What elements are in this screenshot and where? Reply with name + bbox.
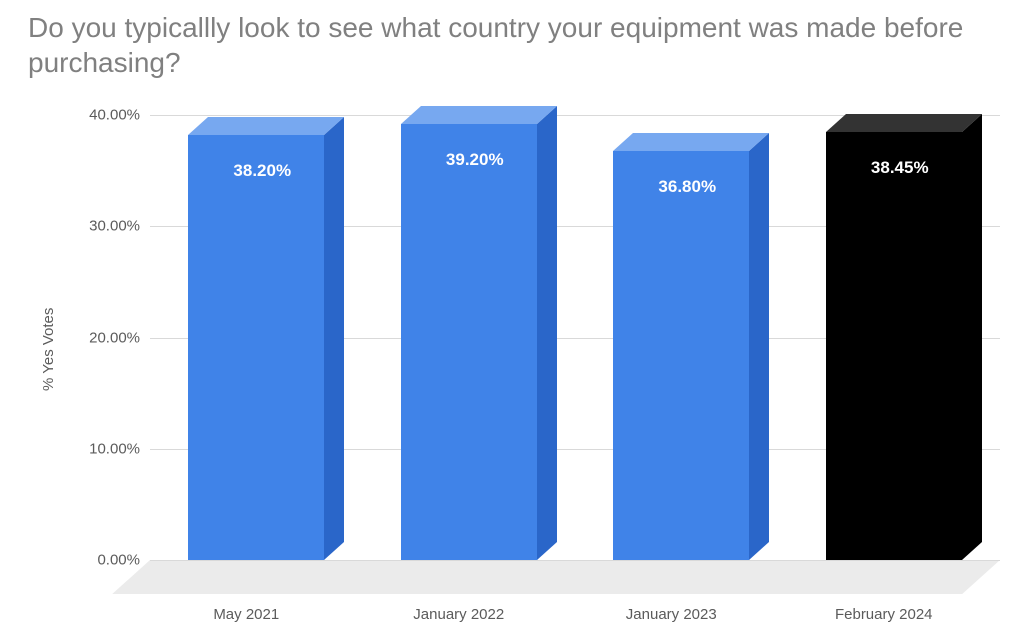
y-tick-label: 30.00%	[70, 218, 140, 235]
bar-chart: Do you typicallly look to see what count…	[0, 0, 1024, 633]
x-tick-label: January 2022	[379, 606, 539, 623]
bar-side	[962, 114, 982, 560]
bar: 38.45%	[826, 132, 962, 560]
bar-top	[188, 117, 344, 135]
bar-front	[188, 135, 324, 560]
bar-top	[401, 106, 557, 124]
bar-top	[613, 133, 769, 151]
bar-front	[613, 151, 749, 560]
y-tick-label: 40.00%	[70, 107, 140, 124]
x-tick-label: February 2024	[804, 606, 964, 623]
bar-front	[401, 124, 537, 560]
bar-value-label: 38.45%	[832, 158, 968, 178]
chart-floor	[112, 560, 1000, 594]
chart-title: Do you typicallly look to see what count…	[28, 10, 1004, 80]
bar-side	[324, 117, 344, 560]
y-axis-title: % Yes Votes	[40, 307, 57, 390]
plot-area: 38.20% 39.20% 36.80% 38.45%	[150, 115, 1000, 560]
y-tick-label: 0.00%	[70, 552, 140, 569]
bar: 36.80%	[613, 151, 749, 560]
bar-front	[826, 132, 962, 560]
bar: 38.20%	[188, 135, 324, 560]
bar-side	[537, 106, 557, 560]
y-tick-label: 10.00%	[70, 440, 140, 457]
bar-value-label: 38.20%	[194, 161, 330, 181]
x-tick-label: January 2023	[591, 606, 751, 623]
x-tick-label: May 2021	[166, 606, 326, 623]
bar-value-label: 39.20%	[407, 150, 543, 170]
gridline	[150, 560, 1000, 561]
y-tick-label: 20.00%	[70, 329, 140, 346]
bar-side	[749, 133, 769, 560]
bar-top	[826, 114, 982, 132]
bar-value-label: 36.80%	[619, 177, 755, 197]
bar: 39.20%	[401, 124, 537, 560]
